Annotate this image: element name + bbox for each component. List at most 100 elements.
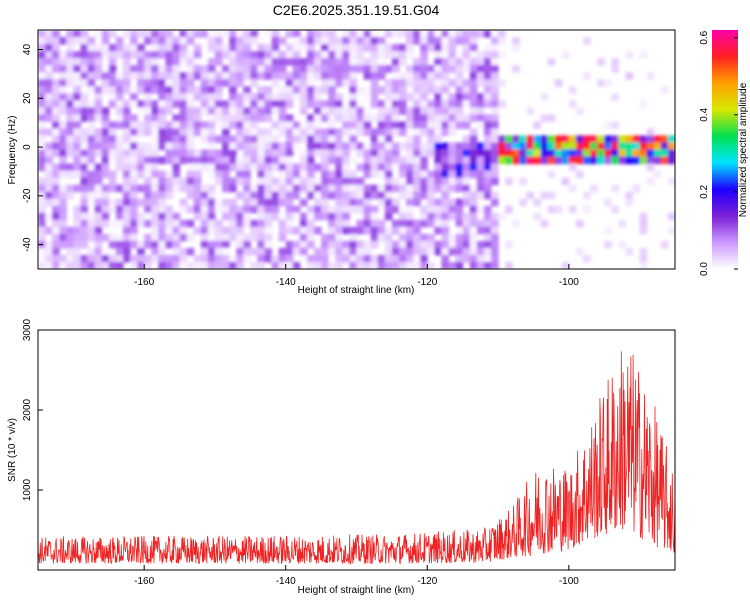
heatmap-cell	[441, 93, 450, 101]
heatmap-cell	[328, 44, 336, 52]
heatmap-cell	[229, 254, 237, 263]
heatmap-cell	[420, 100, 428, 108]
x-tick-label: -100	[559, 576, 579, 587]
heatmap-cell	[434, 37, 443, 45]
heatmap-cell	[122, 156, 131, 165]
heatmap-cell	[243, 184, 251, 193]
heatmap-cell	[377, 226, 386, 235]
heatmap-cell	[137, 44, 145, 52]
heatmap-cell	[222, 107, 230, 115]
heatmap-cell	[420, 254, 428, 263]
heatmap-cell	[512, 219, 520, 228]
heatmap-cell	[328, 100, 336, 108]
heatmap-cell	[207, 163, 216, 172]
heatmap-cell	[59, 58, 67, 66]
heatmap-cell	[476, 226, 485, 235]
heatmap-cell	[59, 212, 67, 221]
heatmap-cell	[73, 156, 82, 165]
heatmap-cell	[45, 163, 53, 172]
heatmap-cell	[342, 121, 351, 130]
heatmap-cell	[250, 261, 259, 269]
y-tick-label: 2000	[22, 398, 33, 421]
heatmap-cell	[667, 149, 675, 158]
heatmap-cell	[73, 37, 82, 45]
heatmap-cell	[328, 156, 336, 165]
heatmap-cell	[384, 177, 393, 186]
heatmap-cell	[469, 226, 478, 235]
heatmap-cell	[101, 205, 110, 214]
heatmap-cell	[186, 156, 195, 165]
heatmap-cell	[377, 86, 386, 94]
heatmap-cell	[236, 100, 244, 108]
heatmap-cell	[122, 142, 131, 151]
heatmap-cell	[554, 205, 563, 214]
heatmap-cell	[335, 44, 343, 52]
heatmap-cell	[448, 51, 457, 59]
heatmap-cell	[222, 121, 230, 130]
heatmap-cell	[59, 163, 67, 172]
heatmap-cell	[434, 142, 443, 151]
heatmap-cell	[38, 72, 46, 80]
heatmap-cell	[137, 240, 145, 249]
heatmap-cell	[186, 142, 195, 151]
heatmap-cell	[285, 142, 294, 151]
snr-series-line	[38, 351, 675, 566]
heatmap-cell	[243, 205, 251, 214]
heatmap-cell	[547, 191, 556, 200]
heatmap-cell	[66, 107, 74, 115]
heatmap-cell	[38, 135, 46, 144]
heatmap-cell	[229, 184, 237, 193]
heatmap-cell	[94, 135, 103, 144]
heatmap-cell	[398, 86, 407, 94]
heatmap-cell	[144, 93, 152, 101]
heatmap-cell	[257, 163, 266, 172]
heatmap-cell	[498, 30, 506, 38]
heatmap-cell	[611, 184, 619, 193]
heatmap-cell	[101, 233, 110, 242]
heatmap-cell	[490, 142, 499, 151]
heatmap-cell	[398, 177, 407, 186]
heatmap-cell	[321, 254, 329, 263]
heatmap-cell	[38, 93, 46, 101]
x-tick-label: -160	[134, 576, 154, 587]
heatmap-cell	[243, 142, 251, 151]
heatmap-cell	[101, 135, 110, 144]
heatmap-cell	[144, 30, 152, 38]
heatmap-cell	[398, 233, 407, 242]
heatmap-cell	[462, 121, 471, 130]
heatmap-cell	[229, 226, 237, 235]
heatmap-cell	[462, 37, 471, 45]
heatmap-cell	[59, 93, 67, 101]
heatmap-cell	[200, 261, 209, 269]
heatmap-cell	[597, 58, 605, 66]
heatmap-cell	[108, 65, 117, 73]
heatmap-cell	[278, 37, 287, 45]
heatmap-cell	[604, 142, 612, 151]
heatmap-cell	[144, 261, 152, 269]
heatmap-cell	[101, 128, 110, 137]
heatmap-cell	[101, 107, 110, 115]
heatmap-cell	[66, 135, 74, 144]
heatmap-cell	[229, 93, 237, 101]
heatmap-cell	[349, 107, 358, 115]
heatmap-cell	[151, 72, 159, 80]
heatmap-cell	[561, 177, 570, 186]
heatmap-cell	[271, 107, 280, 115]
heatmap-cell	[462, 233, 471, 242]
heatmap-cell	[278, 72, 287, 80]
heatmap-cell	[469, 128, 478, 137]
heatmap-cell	[349, 135, 358, 144]
heatmap-cell	[342, 149, 351, 158]
heatmap-cell	[59, 37, 67, 45]
heatmap-cell	[257, 142, 266, 151]
heatmap-cell	[130, 30, 138, 38]
heatmap-cell	[335, 79, 343, 87]
heatmap-cell	[611, 156, 619, 165]
heatmap-cell	[441, 44, 450, 52]
heatmap-cell	[349, 142, 358, 151]
heatmap-cell	[94, 212, 103, 221]
heatmap-cell	[165, 205, 174, 214]
heatmap-cell	[45, 86, 53, 94]
heatmap-cell	[314, 114, 322, 122]
heatmap-cell	[384, 156, 393, 165]
